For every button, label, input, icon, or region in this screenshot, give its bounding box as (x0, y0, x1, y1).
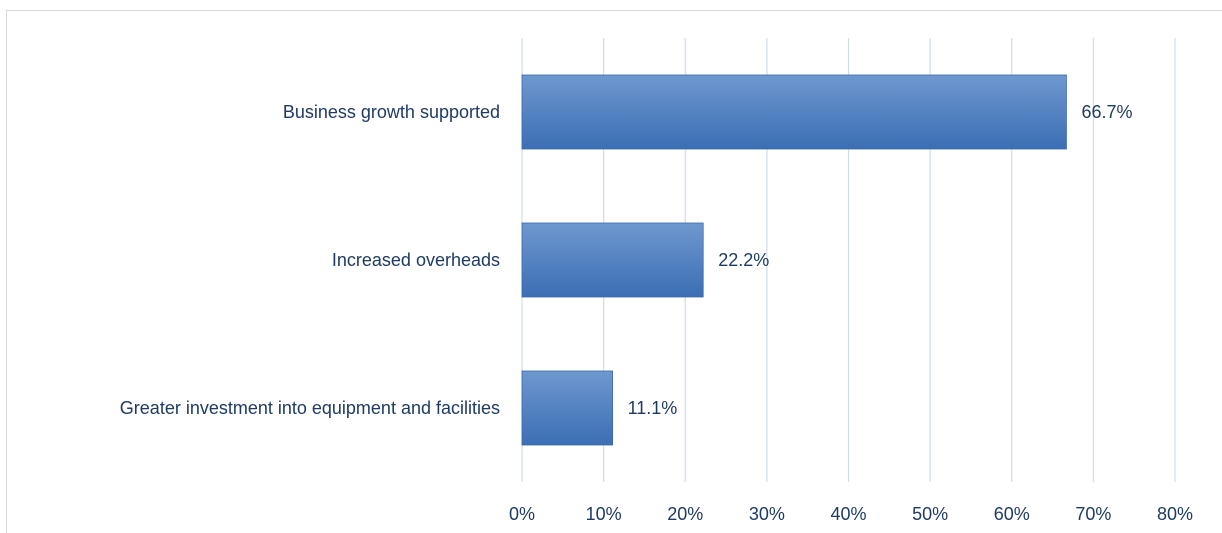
x-tick-label: 30% (749, 504, 785, 524)
category-label: Increased overheads (332, 250, 500, 270)
x-tick-label: 70% (1075, 504, 1111, 524)
data-label: 22.2% (718, 250, 769, 270)
x-tick-label: 40% (830, 504, 866, 524)
data-label: 66.7% (1081, 102, 1132, 122)
x-tick-label: 50% (912, 504, 948, 524)
x-tick-label: 0% (509, 504, 535, 524)
bar (521, 222, 704, 298)
bar (521, 74, 1067, 150)
bars (521, 74, 1067, 446)
labels: 0% 10% 20% 30% 40% 50% 60% 70% 80% Business growt… (120, 102, 1193, 524)
category-label: Greater investment into equipment and fa… (120, 398, 500, 418)
x-tick-label: 20% (667, 504, 703, 524)
category-label: Business growth supported (283, 102, 500, 122)
data-label: 11.1% (628, 398, 678, 418)
chart-frame (6, 10, 1222, 533)
x-tick-label: 10% (586, 504, 622, 524)
bar (521, 370, 614, 446)
x-tick-label: 80% (1157, 504, 1193, 524)
x-tick-label: 60% (994, 504, 1030, 524)
